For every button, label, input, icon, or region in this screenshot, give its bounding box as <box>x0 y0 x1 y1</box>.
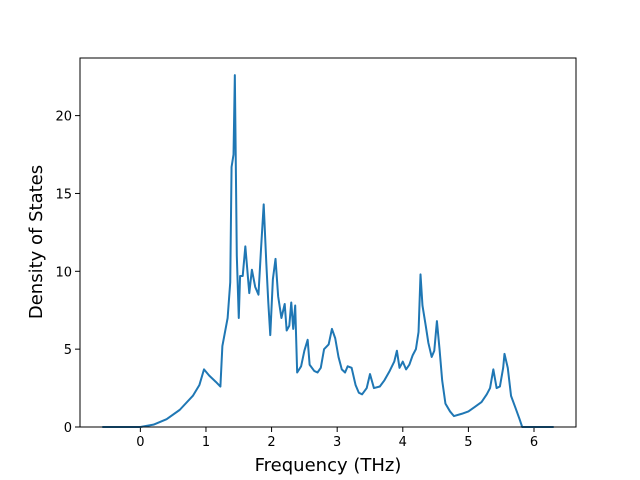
x-tick-label: 0 <box>136 435 144 450</box>
x-axis-label: Frequency (THz) <box>255 455 402 476</box>
y-tick-label: 20 <box>55 110 72 125</box>
x-tick-label: 3 <box>333 435 341 450</box>
y-axis-label: Density of States <box>26 165 47 319</box>
plot-frame <box>79 57 577 428</box>
x-tick-label: 6 <box>530 435 538 450</box>
x-tick-label: 4 <box>399 435 407 450</box>
line <box>102 74 554 428</box>
x-tick-label: 1 <box>202 435 210 450</box>
y-tick-label: 0 <box>64 421 72 436</box>
y-tick-label: 10 <box>55 265 72 280</box>
x-tick-label: 5 <box>464 435 472 450</box>
y-tick-label: 15 <box>55 187 72 202</box>
y-tick-label: 5 <box>64 343 72 358</box>
x-tick-label: 2 <box>267 435 275 450</box>
